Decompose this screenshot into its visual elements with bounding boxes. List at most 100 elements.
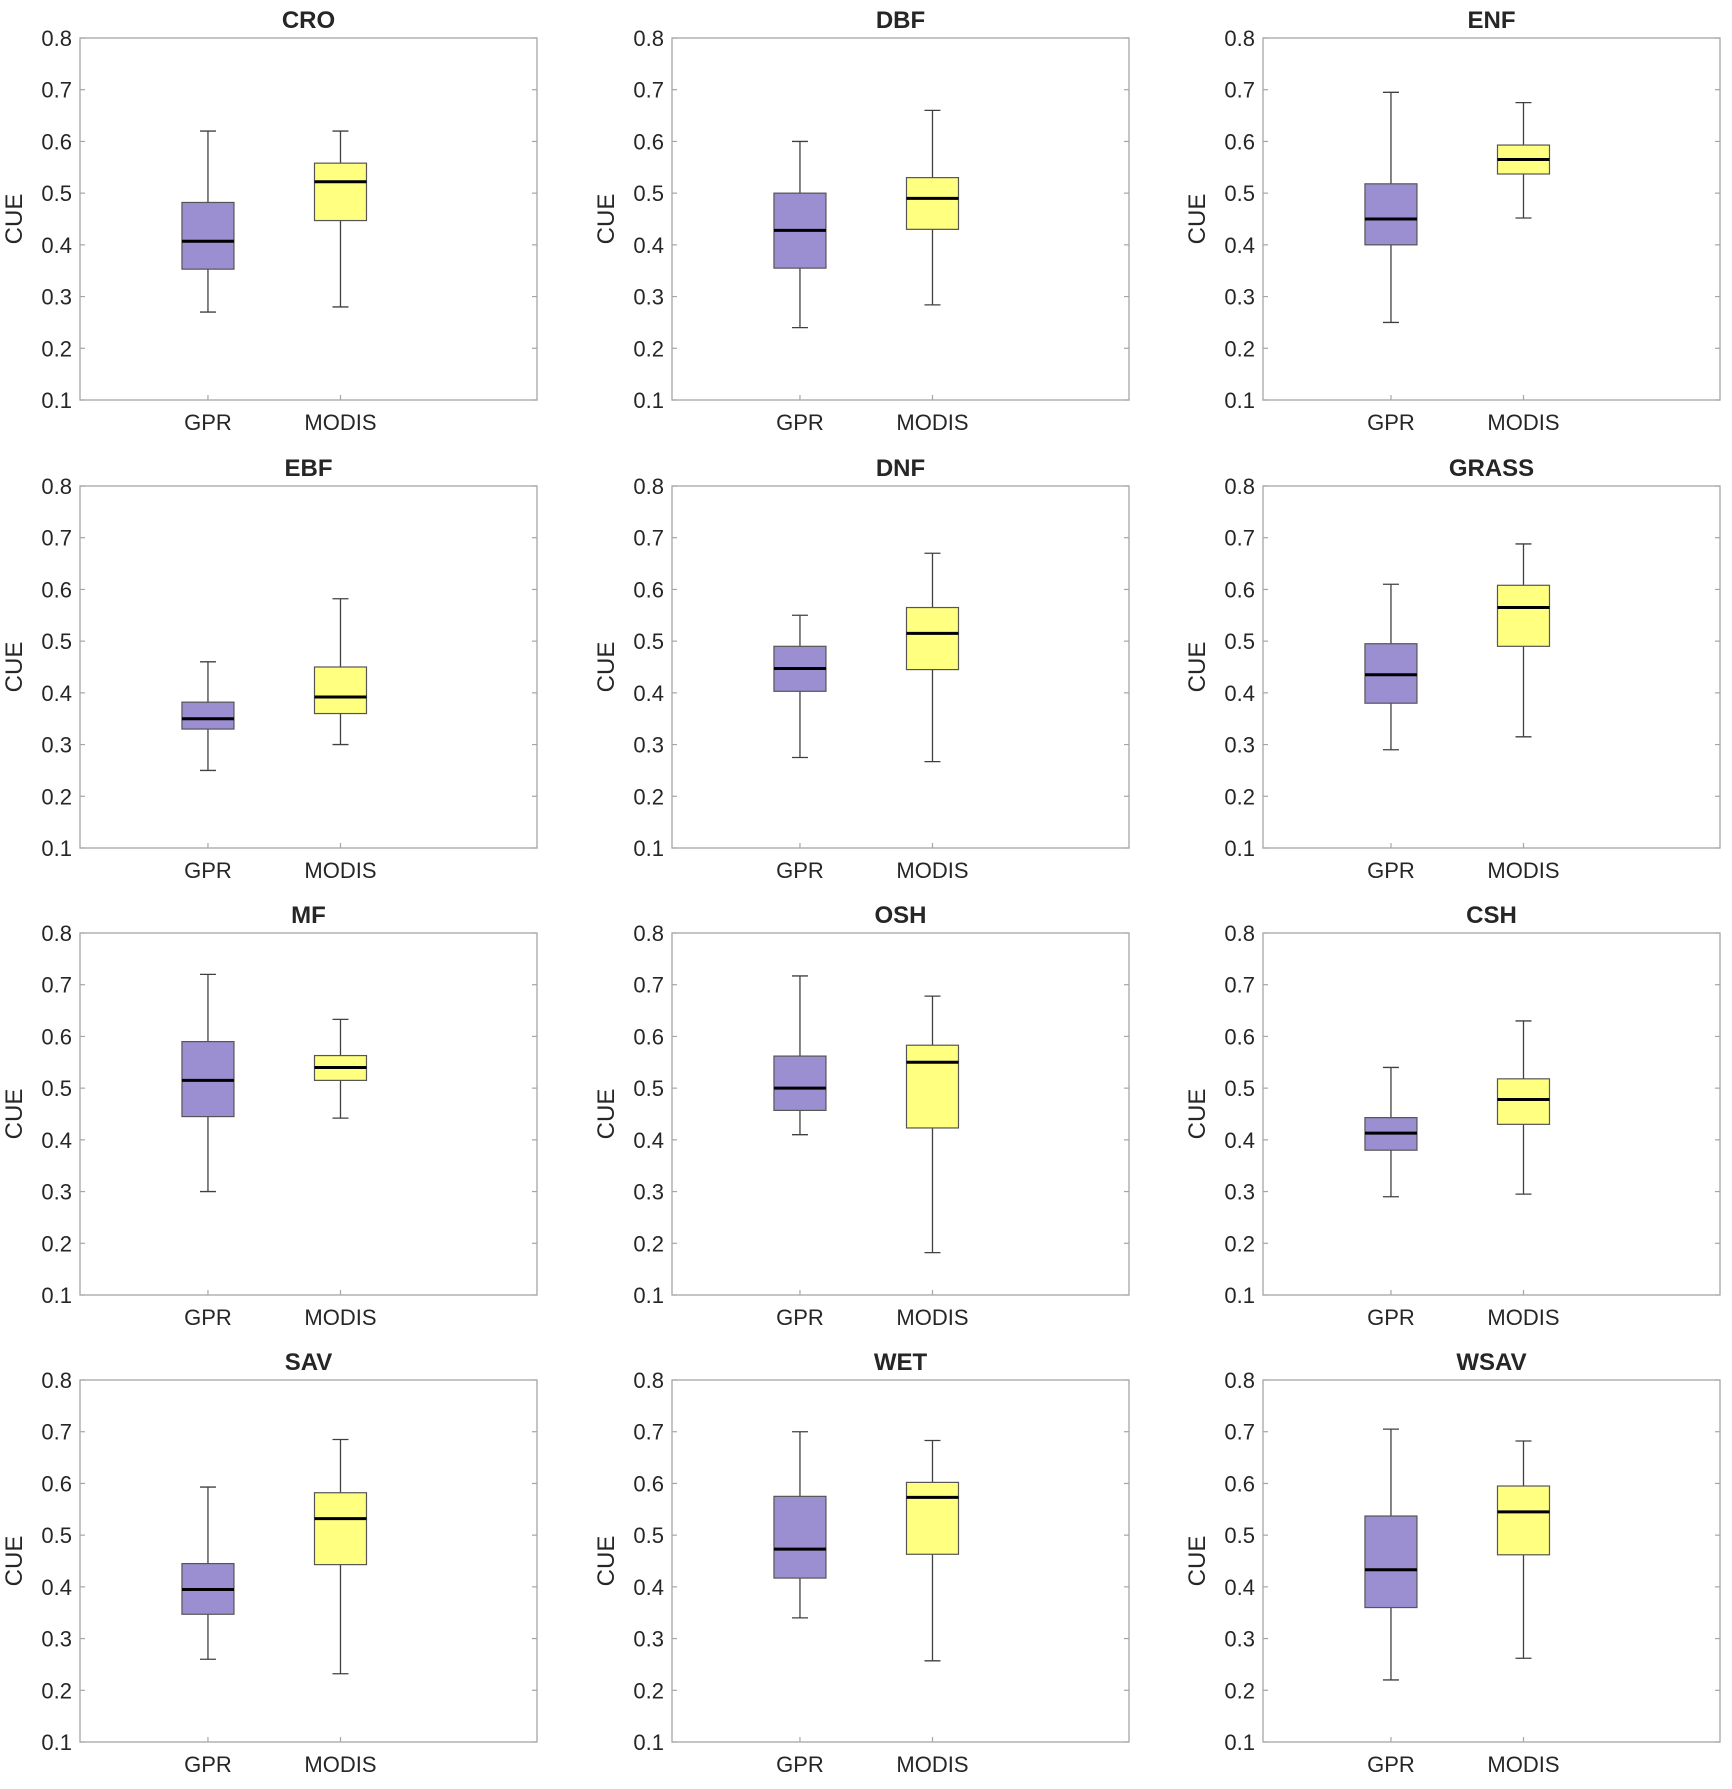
y-tick-label: 0.6	[633, 1024, 664, 1049]
panel-title: CSH	[1466, 902, 1517, 929]
axes-frame	[79, 37, 538, 401]
y-tick-label: 0.6	[1224, 1024, 1255, 1049]
y-tick-label: 0.8	[633, 1368, 664, 1393]
panel-title: WSAV	[1456, 1349, 1526, 1376]
y-axis-label: CUE	[593, 1089, 620, 1140]
y-tick-label: 0.4	[1224, 233, 1255, 258]
box-modis	[1496, 1485, 1551, 1556]
box-modis	[905, 1044, 960, 1129]
y-tick-label: 0.5	[633, 629, 664, 654]
y-tick-label: 0.2	[1224, 784, 1255, 809]
y-tick-label: 0.2	[41, 1678, 72, 1703]
y-tick-label: 0.6	[633, 577, 664, 602]
y-tick-label: 0.4	[41, 1128, 72, 1153]
y-tick-label: 0.1	[633, 1730, 664, 1755]
y-tick-label: 0.1	[41, 836, 72, 861]
x-tick-label-gpr: GPR	[776, 410, 824, 435]
y-tick-label: 0.3	[1224, 285, 1255, 310]
y-tick-label: 0.3	[1224, 733, 1255, 758]
y-tick-label: 0.2	[633, 784, 664, 809]
y-tick-label: 0.6	[41, 1024, 72, 1049]
y-tick-label: 0.1	[41, 1283, 72, 1308]
y-tick-label: 0.3	[41, 1180, 72, 1205]
y-tick-label: 0.7	[41, 973, 72, 998]
y-tick-label: 0.8	[1224, 1368, 1255, 1393]
y-tick-label: 0.1	[41, 1730, 72, 1755]
y-tick-label: 0.5	[1224, 181, 1255, 206]
y-tick-label: 0.2	[633, 1231, 664, 1256]
x-tick-label-gpr: GPR	[776, 858, 824, 883]
y-axis-label: CUE	[1, 1089, 28, 1140]
box-modis	[313, 666, 368, 715]
y-tick-label: 0.3	[1224, 1180, 1255, 1205]
y-tick-label: 0.7	[41, 78, 72, 103]
y-axis-label: CUE	[593, 1536, 620, 1587]
y-tick-label: 0.3	[41, 1627, 72, 1652]
y-tick-label: 0.4	[41, 681, 72, 706]
panel-title: DBF	[876, 7, 925, 34]
y-axis-label: CUE	[1, 194, 28, 245]
y-tick-label: 0.2	[633, 336, 664, 361]
y-tick-label: 0.8	[41, 474, 72, 499]
x-tick-label-gpr: GPR	[1367, 1752, 1415, 1777]
y-tick-label: 0.8	[1224, 26, 1255, 51]
x-tick-label-modis: MODIS	[896, 858, 968, 883]
x-tick-label-modis: MODIS	[1487, 858, 1559, 883]
x-tick-label-gpr: GPR	[776, 1752, 824, 1777]
y-axis-label: CUE	[1184, 194, 1211, 245]
y-tick-label: 0.7	[633, 973, 664, 998]
y-tick-label: 0.7	[633, 526, 664, 551]
panel-ebf: 0.1 0.2 0.3 0.4 0.5 0.6 0.7 0.8 CUE EBF GPR MODIS	[1, 455, 538, 883]
x-tick-label-modis: MODIS	[1487, 1305, 1559, 1330]
y-tick-label: 0.8	[633, 921, 664, 946]
y-tick-label: 0.5	[1224, 1523, 1255, 1548]
y-tick-label: 0.5	[633, 1076, 664, 1101]
x-tick-label-modis: MODIS	[896, 410, 968, 435]
y-tick-label: 0.8	[1224, 921, 1255, 946]
y-tick-label: 0.8	[41, 1368, 72, 1393]
box-modis	[1496, 1078, 1551, 1125]
panel-title: SAV	[285, 1349, 333, 1376]
y-tick-label: 0.2	[1224, 1678, 1255, 1703]
x-tick-label-gpr: GPR	[1367, 410, 1415, 435]
box-gpr	[1364, 1515, 1418, 1609]
y-tick-label: 0.6	[41, 1471, 72, 1496]
x-tick-label-modis: MODIS	[1487, 1752, 1559, 1777]
x-tick-label-modis: MODIS	[304, 1305, 376, 1330]
y-axis-label: CUE	[1, 1536, 28, 1587]
y-axis-label: CUE	[1184, 1536, 1211, 1587]
y-tick-label: 0.1	[1224, 1283, 1255, 1308]
y-tick-label: 0.1	[633, 836, 664, 861]
y-tick-label: 0.6	[41, 577, 72, 602]
panel-osh: 0.1 0.2 0.3 0.4 0.5 0.6 0.7 0.8 CUE OSH GPR MODIS	[593, 902, 1130, 1330]
x-tick-label-modis: MODIS	[304, 1752, 376, 1777]
y-tick-label: 0.6	[633, 1471, 664, 1496]
x-tick-label-gpr: GPR	[1367, 1305, 1415, 1330]
y-tick-label: 0.5	[41, 1076, 72, 1101]
y-tick-label: 0.5	[1224, 1076, 1255, 1101]
y-tick-label: 0.8	[1224, 474, 1255, 499]
y-tick-label: 0.5	[41, 629, 72, 654]
box-modis	[905, 1481, 960, 1555]
y-tick-label: 0.6	[633, 129, 664, 154]
y-tick-label: 0.3	[633, 733, 664, 758]
y-tick-label: 0.1	[633, 1283, 664, 1308]
y-tick-label: 0.1	[1224, 388, 1255, 413]
y-tick-label: 0.2	[41, 784, 72, 809]
x-tick-label-modis: MODIS	[304, 410, 376, 435]
y-tick-label: 0.3	[633, 1627, 664, 1652]
y-tick-label: 0.3	[41, 733, 72, 758]
y-tick-label: 0.6	[41, 129, 72, 154]
y-tick-label: 0.7	[41, 526, 72, 551]
y-tick-label: 0.8	[41, 26, 72, 51]
x-tick-label-gpr: GPR	[184, 858, 232, 883]
axes-frame	[1262, 37, 1721, 401]
panel-title: WET	[874, 1349, 928, 1376]
y-tick-label: 0.7	[1224, 526, 1255, 551]
box-modis	[313, 162, 368, 222]
box-modis	[905, 606, 960, 671]
y-axis-label: CUE	[1, 642, 28, 693]
panel-grass: 0.1 0.2 0.3 0.4 0.5 0.6 0.7 0.8 CUE GRASS GPR MODIS	[1184, 455, 1721, 883]
axes-frame	[1262, 932, 1721, 1296]
y-tick-label: 0.2	[633, 1678, 664, 1703]
